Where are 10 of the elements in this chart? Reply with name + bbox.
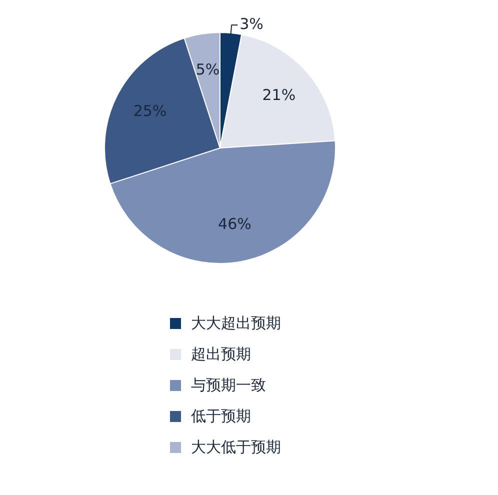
data-label: 21% [262, 86, 296, 104]
legend-label: 与预期一致 [191, 376, 266, 395]
legend-label: 大大低于预期 [191, 438, 281, 457]
data-label: 3% [240, 14, 264, 33]
data-label: 5% [196, 60, 220, 78]
data-label: 46% [218, 215, 252, 234]
data-label: 25% [133, 102, 167, 120]
legend-label: 低于预期 [191, 407, 251, 426]
legend-label: 超出预期 [191, 345, 251, 364]
legend-label: 大大超出预期 [191, 314, 281, 333]
